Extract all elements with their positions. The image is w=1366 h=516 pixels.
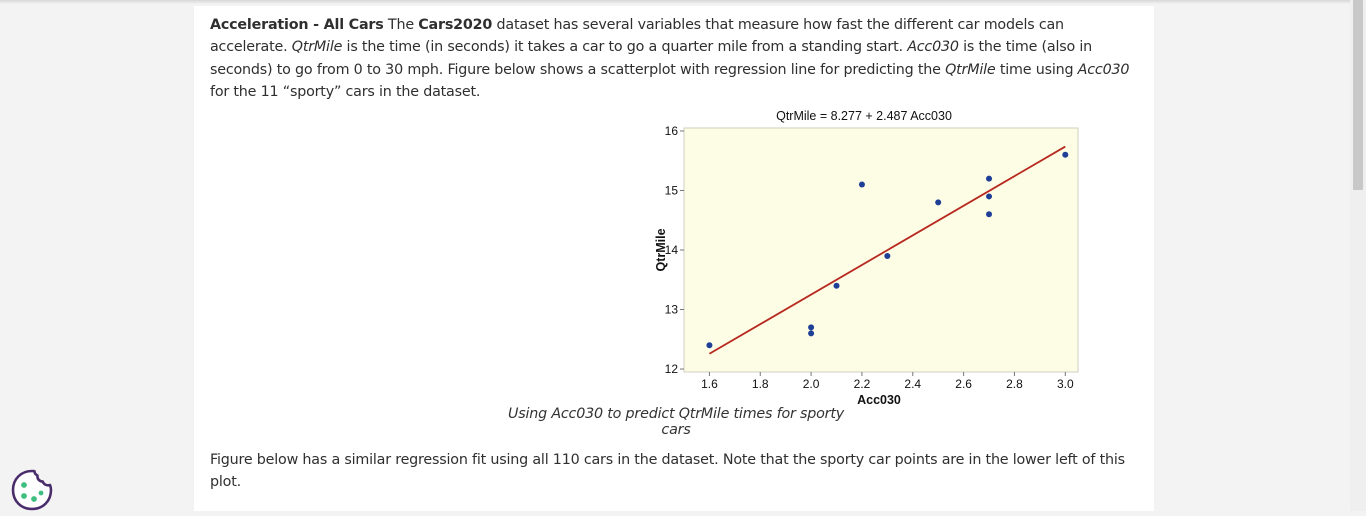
page-scrollbar[interactable] — [1350, 0, 1366, 511]
scatterplot-chart: QtrMile = 8.277 + 2.487 Acc030 12 13 14 15 16… — [654, 109, 1079, 407]
x-tick-label: 3.0 — [1057, 377, 1074, 391]
data-point — [986, 193, 993, 200]
y-tick-label: 14 — [665, 243, 679, 257]
y-tick-label: 13 — [665, 303, 679, 317]
data-point — [884, 252, 891, 259]
x-tick-label: 2.6 — [955, 377, 972, 391]
content-card: Acceleration - All Cars The Cars2020 dat… — [194, 6, 1154, 511]
figure-caption: Using Acc030 to predict QtrMile times fo… — [507, 406, 845, 438]
data-point — [833, 282, 840, 289]
variable-qtrmile: QtrMile — [291, 39, 343, 56]
chart-title: QtrMile = 8.277 + 2.487 Acc030 — [776, 109, 952, 123]
intro-paragraph: Acceleration - All Cars The Cars2020 dat… — [210, 17, 1130, 100]
variable-qtrmile: QtrMile — [945, 61, 996, 78]
section-heading: Acceleration - All Cars — [210, 17, 384, 33]
data-point — [935, 199, 942, 206]
data-point — [808, 324, 815, 331]
y-tick-label: 12 — [665, 362, 679, 376]
x-tick-label: 2.8 — [1006, 377, 1023, 391]
y-tick-label: 16 — [665, 124, 679, 138]
data-point — [1062, 151, 1069, 158]
top-edge-shadow — [0, 0, 1366, 4]
data-point — [808, 330, 815, 337]
cookie-icon — [11, 469, 53, 511]
x-tick-label: 2.0 — [803, 377, 820, 391]
x-tick-label: 1.6 — [701, 377, 718, 391]
cookie-settings-button[interactable] — [10, 468, 54, 512]
variable-acc030: Acc030 — [1077, 61, 1130, 78]
x-tick-label: 2.2 — [854, 377, 871, 391]
data-point — [986, 175, 993, 182]
data-point — [858, 181, 865, 188]
dataset-name: Cars2020 — [418, 17, 493, 33]
scrollbar-thumb[interactable] — [1353, 0, 1363, 190]
regression-line — [708, 145, 1066, 355]
x-tick-label: 2.4 — [904, 377, 921, 391]
data-point — [986, 211, 993, 218]
plot-area — [683, 127, 1079, 373]
y-tick-label: 15 — [665, 183, 679, 197]
followup-paragraph: Figure below has a similar regression fi… — [210, 452, 1125, 491]
x-tick-label: 1.8 — [752, 377, 769, 391]
variable-acc030: Acc030 — [907, 39, 959, 56]
y-axis-label: QtrMile — [654, 228, 668, 271]
data-point — [706, 342, 713, 349]
scatterplot-figure: QtrMile = 8.277 + 2.487 Acc030 12 13 14 15 16… — [644, 108, 1094, 408]
x-axis-label: Acc030 — [857, 393, 901, 407]
